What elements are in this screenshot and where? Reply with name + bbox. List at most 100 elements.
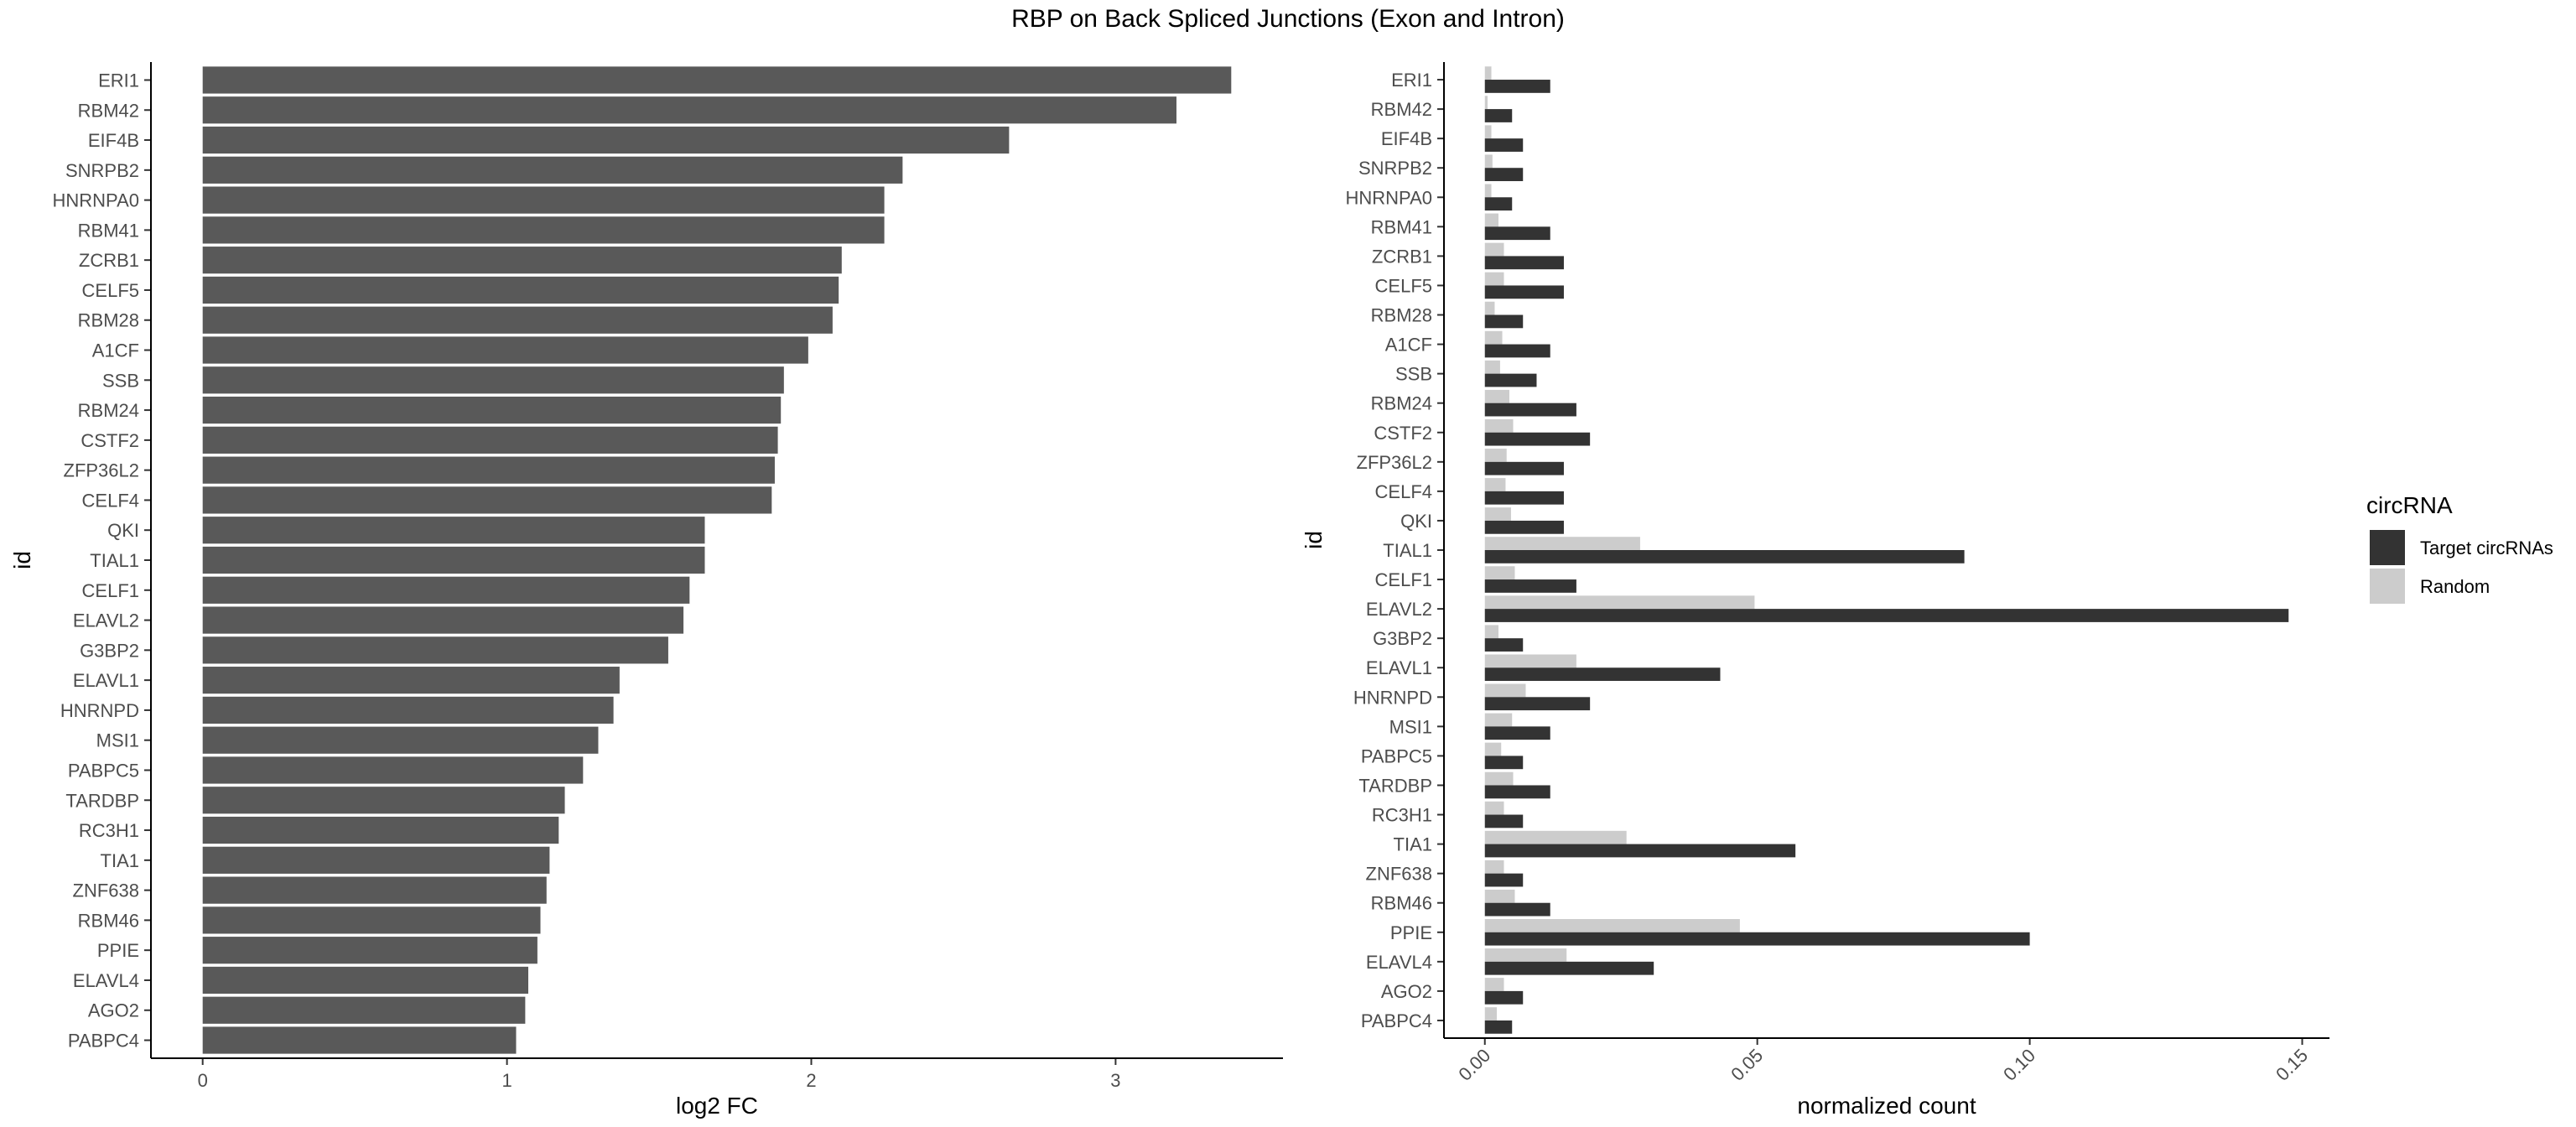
random-bar-rc3h1 <box>1484 801 1504 815</box>
random-bar-elavl2 <box>1484 595 1755 610</box>
normalized-count-category-label-snrpb2: SNRPB2 <box>1358 158 1432 179</box>
target-circrnas-bar-zcrb1 <box>1484 256 1564 270</box>
target-circrnas-bar-rbm24 <box>1484 402 1576 417</box>
random-bar-celf5 <box>1484 272 1504 286</box>
random-bar-zcrb1 <box>1484 242 1504 257</box>
log2fc-bar-tardbp <box>202 787 565 814</box>
target-circrnas-bar-celf5 <box>1484 285 1564 299</box>
normalized-count-category-label-celf5: CELF5 <box>1375 275 1432 296</box>
normalized-count-category-label-rbm46: RBM46 <box>1371 893 1432 914</box>
random-bar-pabpc4 <box>1484 1007 1498 1021</box>
random-bar-elavl4 <box>1484 948 1567 962</box>
log2fc-category-label-cstf2: CSTF2 <box>80 430 139 451</box>
log2fc-bar-elavl2 <box>202 606 684 634</box>
target-circrnas-bar-msi1 <box>1484 726 1550 740</box>
log2fc-category-label-tial1: TIAL1 <box>90 550 139 571</box>
random-bar-tial1 <box>1484 537 1640 550</box>
log2fc-x-tick-label-3: 3 <box>1110 1070 1120 1091</box>
log2fc-bar-rbm24 <box>202 396 782 424</box>
log2fc-x-tick-label-2: 2 <box>806 1070 816 1091</box>
log2fc-bar-eif4b <box>202 126 1010 154</box>
normalized-count-category-labels: ERI1 RBM42 EIF4B SNRPB2 HNRNPA0 RBM41 ZCRB1 CEL… <box>1345 70 1444 1031</box>
log2fc-category-label-hnrnpd: HNRNPD <box>60 700 139 721</box>
log2fc-bar-hnrnpa0 <box>202 186 885 214</box>
random-bar-elavl1 <box>1484 654 1576 668</box>
normalized-count-category-label-qki: QKI <box>1400 511 1432 532</box>
log2fc-category-label-ssb: SSB <box>102 370 139 391</box>
log2fc-bar-elavl1 <box>202 667 620 694</box>
target-circrnas-bar-snrpb2 <box>1484 168 1524 181</box>
log2fc-category-label-g3bp2: G3BP2 <box>80 640 139 661</box>
normalized-count-category-label-eri1: ERI1 <box>1391 70 1432 91</box>
target-circrnas-bar-ago2 <box>1484 990 1524 1005</box>
log2fc-category-label-celf5: CELF5 <box>82 280 139 301</box>
target-circrnas-bar-ppie <box>1484 932 2030 946</box>
normalized-count-bars <box>1484 66 2289 1034</box>
normalized-count-bar-chart: ERI1 RBM42 EIF4B SNRPB2 HNRNPA0 RBM41 ZCRB1 CEL… <box>1301 62 2329 1119</box>
log2fc-category-label-celf4: CELF4 <box>82 490 139 511</box>
log2fc-x-tick-label-1: 1 <box>501 1070 512 1091</box>
normalized-count-category-label-ssb: SSB <box>1395 364 1432 385</box>
target-circrnas-bar-ssb <box>1484 373 1537 387</box>
log2fc-category-label-elavl4: ELAVL4 <box>73 970 139 991</box>
log2fc-bar-ago2 <box>202 996 526 1024</box>
normalized-count-category-label-elavl1: ELAVL1 <box>1366 657 1432 678</box>
random-bar-rbm28 <box>1484 301 1495 315</box>
log2fc-bar-elavl4 <box>202 966 528 995</box>
target-circrnas-bar-rbm28 <box>1484 314 1524 329</box>
log2fc-bar-celf4 <box>202 486 772 514</box>
normalized-count-category-label-msi1: MSI1 <box>1389 716 1432 737</box>
log2fc-category-label-rbm41: RBM41 <box>78 220 139 241</box>
log2fc-bar-zfp36l2 <box>202 456 775 484</box>
random-bar-cstf2 <box>1484 418 1514 433</box>
log2fc-bar-zcrb1 <box>202 247 842 274</box>
log2fc-category-label-rbm24: RBM24 <box>78 400 139 421</box>
log2fc-category-label-tardbp: TARDBP <box>65 790 139 811</box>
normalized-count-category-label-g3bp2: G3BP2 <box>1373 628 1432 649</box>
log2fc-bar-ppie <box>202 937 538 964</box>
target-circrnas-bar-znf638 <box>1484 873 1524 887</box>
target-circrnas-bar-celf1 <box>1484 579 1576 593</box>
log2fc-category-label-rbm46: RBM46 <box>78 910 139 931</box>
target-circrnas-bar-rbm46 <box>1484 902 1550 917</box>
log2fc-y-axis-title: id <box>9 551 35 569</box>
random-bar-eri1 <box>1484 66 1492 80</box>
random-bar-rbm46 <box>1484 889 1515 903</box>
log2fc-category-label-pabpc4: PABPC4 <box>68 1031 139 1052</box>
normalized-count-category-label-pabpc5: PABPC5 <box>1361 745 1432 766</box>
log2fc-bar-celf1 <box>202 576 690 604</box>
log2fc-bar-a1cf <box>202 336 808 364</box>
target-circrnas-bar-eri1 <box>1484 80 1550 93</box>
log2fc-category-label-zcrb1: ZCRB1 <box>79 250 139 271</box>
log2fc-bar-tial1 <box>202 546 705 574</box>
target-circrnas-bar-pabpc5 <box>1484 756 1524 770</box>
normalized-count-category-label-cstf2: CSTF2 <box>1374 423 1432 444</box>
normalized-count-y-axis-title: id <box>1301 531 1327 549</box>
target-circrnas-bar-zfp36l2 <box>1484 461 1564 475</box>
log2fc-category-label-ago2: AGO2 <box>88 1000 139 1021</box>
legend-swatch-random <box>2370 569 2405 604</box>
random-bar-hnrnpa0 <box>1484 184 1492 198</box>
log2fc-category-label-qki: QKI <box>107 520 139 541</box>
log2fc-bar-hnrnpd <box>202 696 614 724</box>
random-bar-rbm41 <box>1484 213 1498 227</box>
legend: circRNA Target circRNAs Random <box>2366 492 2553 604</box>
normalized-count-category-label-rc3h1: RC3H1 <box>1372 805 1432 826</box>
legend-swatch-target-circrnas <box>2370 530 2405 565</box>
legend-label-target-circrnas: Target circRNAs <box>2420 538 2553 558</box>
normalized-count-category-label-rbm28: RBM28 <box>1371 305 1432 326</box>
figure-title: RBP on Back Spliced Junctions (Exon and … <box>1011 5 1565 33</box>
target-circrnas-bar-elavl2 <box>1484 609 2289 622</box>
log2fc-x-axis-title: log2 FC <box>676 1093 758 1119</box>
normalized-count-category-label-rbm24: RBM24 <box>1371 393 1432 414</box>
normalized-count-category-label-tial1: TIAL1 <box>1383 540 1432 561</box>
normalized-count-category-label-pabpc4: PABPC4 <box>1361 1010 1432 1031</box>
target-circrnas-bar-tia1 <box>1484 844 1796 858</box>
target-circrnas-bar-hnrnpa0 <box>1484 197 1513 211</box>
random-bar-ppie <box>1484 919 1740 932</box>
random-bar-qki <box>1484 507 1511 521</box>
normalized-count-x-axis-title: normalized count <box>1797 1093 1976 1119</box>
target-circrnas-bar-cstf2 <box>1484 432 1591 446</box>
normalized-count-category-label-elavl4: ELAVL4 <box>1366 952 1432 973</box>
log2fc-x-ticks: 0 1 2 3 <box>198 1058 1121 1091</box>
